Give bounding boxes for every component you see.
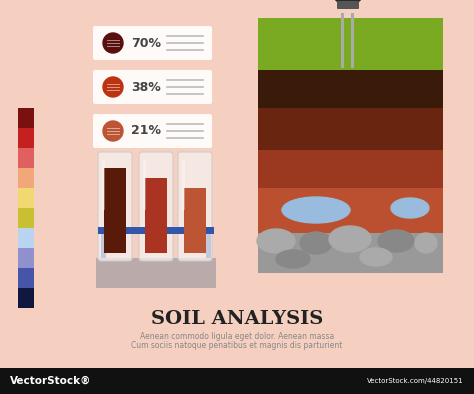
FancyBboxPatch shape bbox=[93, 26, 212, 60]
Bar bbox=[18, 108, 34, 128]
Bar bbox=[18, 228, 34, 248]
Bar bbox=[18, 248, 34, 268]
Bar bbox=[18, 128, 34, 148]
Bar bbox=[98, 227, 214, 234]
Bar bbox=[145, 178, 167, 253]
Ellipse shape bbox=[282, 197, 350, 223]
Bar bbox=[341, 13, 345, 68]
Ellipse shape bbox=[257, 229, 295, 253]
Bar bbox=[104, 168, 126, 253]
Bar bbox=[258, 233, 443, 273]
Bar bbox=[258, 188, 443, 233]
Bar bbox=[18, 268, 34, 288]
Bar bbox=[258, 70, 443, 108]
Bar bbox=[18, 148, 34, 168]
Bar bbox=[143, 160, 146, 210]
Bar bbox=[352, 13, 355, 68]
Text: VectorStock.com/44820151: VectorStock.com/44820151 bbox=[367, 378, 464, 384]
Bar bbox=[96, 258, 216, 288]
Text: Cum sociis natoque penatibus et magnis dis parturient: Cum sociis natoque penatibus et magnis d… bbox=[131, 341, 343, 350]
Circle shape bbox=[103, 121, 123, 141]
Bar bbox=[258, 18, 443, 70]
Bar bbox=[258, 108, 443, 150]
Text: Aenean commodo ligula eget dolor. Aenean massa: Aenean commodo ligula eget dolor. Aenean… bbox=[140, 332, 334, 341]
Circle shape bbox=[103, 33, 123, 53]
Bar bbox=[18, 168, 34, 188]
FancyBboxPatch shape bbox=[337, 1, 359, 9]
Bar bbox=[18, 208, 34, 228]
Text: 38%: 38% bbox=[131, 80, 161, 93]
Text: VectorStock®: VectorStock® bbox=[10, 376, 91, 386]
Ellipse shape bbox=[276, 250, 310, 268]
Bar bbox=[101, 227, 106, 258]
Bar bbox=[102, 160, 105, 210]
Ellipse shape bbox=[360, 248, 392, 266]
FancyBboxPatch shape bbox=[139, 152, 173, 261]
Bar bbox=[182, 160, 185, 210]
Ellipse shape bbox=[378, 230, 414, 252]
FancyBboxPatch shape bbox=[93, 70, 212, 104]
Text: 70%: 70% bbox=[131, 37, 161, 50]
Ellipse shape bbox=[329, 226, 371, 252]
FancyBboxPatch shape bbox=[93, 114, 212, 148]
Ellipse shape bbox=[415, 233, 437, 253]
Text: 21%: 21% bbox=[131, 125, 161, 138]
Bar bbox=[0, 368, 474, 394]
FancyBboxPatch shape bbox=[98, 152, 132, 261]
Ellipse shape bbox=[300, 232, 332, 254]
Circle shape bbox=[103, 77, 123, 97]
Ellipse shape bbox=[329, 0, 367, 6]
Bar bbox=[258, 150, 443, 188]
Bar bbox=[18, 288, 34, 308]
Text: SOIL ANALYSIS: SOIL ANALYSIS bbox=[151, 310, 323, 328]
FancyBboxPatch shape bbox=[178, 152, 212, 261]
Bar bbox=[18, 188, 34, 208]
Ellipse shape bbox=[391, 198, 429, 218]
Bar bbox=[184, 188, 206, 253]
Bar bbox=[206, 227, 211, 258]
